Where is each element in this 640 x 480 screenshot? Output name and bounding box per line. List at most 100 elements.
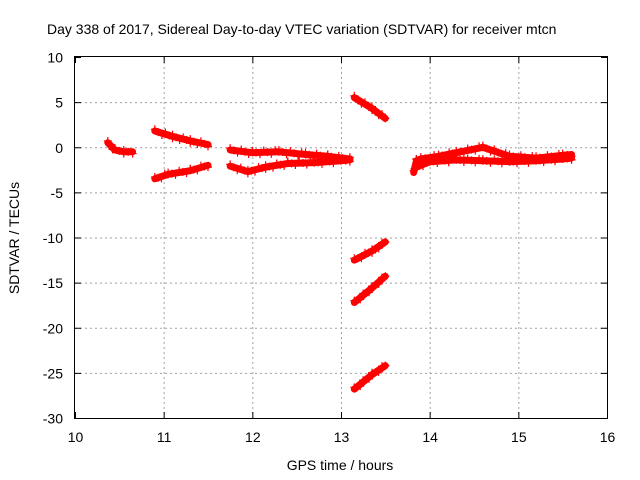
data-point-marker (160, 169, 169, 178)
data-point-marker (283, 157, 292, 166)
grid (75, 57, 607, 418)
y-tick-label: 10 (47, 50, 63, 66)
data-point-marker (381, 272, 390, 281)
data-point-marker (444, 158, 453, 167)
data-point-marker (494, 157, 503, 166)
y-tick-label: -5 (51, 185, 64, 201)
data-point-marker (154, 173, 163, 182)
data-point-marker (378, 273, 387, 282)
data-point-marker (115, 146, 124, 155)
data-point-marker (374, 367, 383, 376)
data-point-marker (103, 136, 112, 145)
data-point-marker (204, 163, 212, 172)
data-point-marker (106, 141, 115, 150)
data-point-marker (524, 158, 533, 167)
data-point-marker (463, 154, 472, 163)
data-point-marker (167, 169, 176, 178)
data-point-marker (456, 156, 465, 165)
series-track-7 (350, 238, 390, 264)
data-point-marker (445, 148, 454, 157)
data-point-marker (272, 159, 281, 168)
data-point-marker (419, 162, 428, 171)
data-point-marker (374, 244, 383, 253)
x-tick-label: 13 (334, 429, 350, 445)
data-point-marker (368, 102, 377, 111)
data-point-marker (374, 111, 383, 120)
series-track-4 (226, 144, 354, 165)
x-tick-label: 12 (245, 429, 261, 445)
data-point-marker (200, 162, 209, 171)
data-point-marker (456, 147, 465, 156)
data-point-marker (535, 156, 544, 165)
data-point-marker (425, 155, 434, 164)
y-tick-label: -30 (43, 411, 63, 427)
data-point-marker (247, 166, 256, 175)
data-point-marker (467, 156, 476, 165)
data-point-marker (371, 281, 380, 290)
data-point-marker (516, 155, 525, 164)
series-trail (350, 272, 389, 306)
data-point-marker (381, 238, 390, 247)
data-point-marker (478, 154, 487, 163)
data-point-marker (243, 165, 252, 174)
data-point-marker (475, 142, 484, 151)
data-point-marker (434, 150, 443, 159)
y-axis-label: SDTVAR / TECUs (6, 182, 22, 294)
data-point-marker (360, 98, 369, 107)
plot-frame (74, 56, 608, 419)
data-point-marker (513, 159, 522, 168)
data-point-marker (110, 144, 119, 153)
data-point-marker (295, 157, 304, 166)
data-point-marker (248, 146, 257, 155)
data-point-marker (433, 158, 442, 167)
data-point-marker (182, 169, 191, 178)
data-point-marker (171, 170, 180, 179)
data-point-marker (497, 159, 506, 168)
data-point-marker (164, 168, 173, 177)
data-point-marker (287, 159, 296, 168)
y-tick-label: -25 (43, 365, 63, 381)
data-point-marker (459, 157, 468, 166)
data-point-marker (337, 154, 345, 163)
data-point-marker (255, 150, 264, 159)
data-point-marker (265, 162, 274, 171)
data-point-marker (204, 142, 212, 151)
data-point-marker (563, 154, 572, 163)
data-point-marker (558, 153, 567, 162)
data-point-marker (196, 161, 205, 170)
data-point-marker (567, 155, 576, 164)
data-point-marker (471, 146, 480, 155)
data-point-marker (128, 149, 137, 158)
data-point-marker (302, 160, 311, 169)
data-point-marker (374, 279, 383, 288)
data-point-marker (356, 295, 365, 304)
data-point-marker (157, 174, 166, 183)
data-point-marker (178, 167, 187, 176)
data-point-marker (280, 161, 289, 170)
series-track-1 (103, 136, 137, 158)
data-point-marker (345, 157, 354, 166)
data-point-marker (325, 157, 334, 166)
x-tick-label: 16 (600, 429, 616, 445)
data-point-marker (252, 148, 261, 157)
x-tick-label: 14 (422, 429, 438, 445)
data-point-marker (532, 154, 541, 163)
data-point-marker (365, 374, 374, 383)
y-tick-label: -20 (43, 320, 63, 336)
series-trail (350, 238, 389, 264)
data-point-marker (429, 157, 438, 166)
data-point-marker (299, 158, 307, 167)
y-tick-label: -10 (43, 230, 63, 246)
data-point-marker (357, 99, 366, 108)
data-point-marker (440, 156, 449, 165)
data-point-marker (486, 158, 495, 167)
data-point-marker (452, 146, 461, 155)
data-point-marker (186, 164, 195, 173)
chart-title: Day 338 of 2017, Sidereal Day-to-day VTE… (47, 21, 556, 37)
data-point-marker (520, 157, 529, 166)
data-point-marker (119, 145, 128, 154)
data-point-marker (193, 166, 202, 175)
data-point-marker (437, 155, 446, 164)
data-point-marker (321, 156, 330, 165)
data-point-marker (189, 165, 198, 174)
